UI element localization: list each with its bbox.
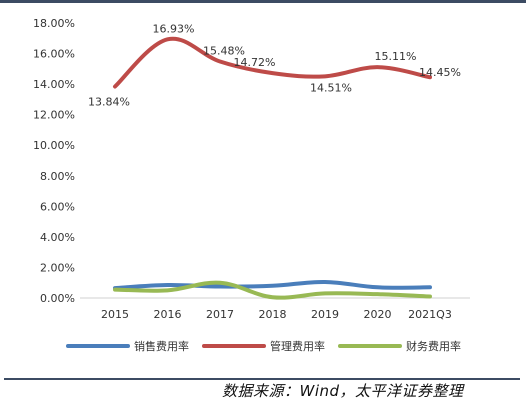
data-label: 14.72%	[234, 56, 276, 69]
y-tick-label: 10.00%	[33, 139, 75, 152]
top-rule	[0, 0, 526, 3]
line-chart: 0.00% 2.00% 4.00% 6.00% 8.00% 10.00% 12.00% 14.…	[33, 17, 470, 353]
legend: 销售费用率 管理费用率 财务费用率	[66, 339, 461, 353]
y-axis: 0.00% 2.00% 4.00% 6.00% 8.00% 10.00% 12.00% 14.…	[33, 17, 75, 305]
y-tick-label: 14.00%	[33, 78, 75, 91]
source-note: 数据来源：Wind，太平洋证券整理	[222, 382, 464, 400]
y-tick-label: 8.00%	[40, 170, 75, 183]
y-tick-label: 6.00%	[40, 200, 75, 213]
data-label: 14.51%	[310, 81, 352, 94]
bottom-rule	[4, 378, 520, 380]
y-tick-label: 12.00%	[33, 109, 75, 122]
series-line-1	[113, 36, 432, 89]
x-tick-label: 2015	[101, 308, 129, 321]
series-line-0	[113, 279, 432, 291]
x-tick-label: 2019	[311, 308, 339, 321]
x-axis: 2015 2016 2017 2018 2019 2020 2021Q3	[101, 308, 452, 321]
x-tick-label: 2021Q3	[408, 308, 452, 321]
data-label: 13.84%	[88, 96, 130, 109]
x-tick-label: 2017	[206, 308, 234, 321]
legend-label: 财务费用率	[406, 339, 461, 353]
y-tick-label: 4.00%	[40, 231, 75, 244]
y-tick-label: 2.00%	[40, 261, 75, 274]
legend-label: 销售费用率	[134, 339, 189, 353]
x-tick-label: 2018	[259, 308, 287, 321]
data-label: 15.48%	[203, 45, 245, 58]
x-tick-label: 2016	[154, 308, 182, 321]
y-tick-label: 18.00%	[33, 17, 75, 30]
data-label: 15.11%	[375, 50, 417, 63]
legend-label: 管理费用率	[270, 339, 325, 353]
data-label: 16.93%	[153, 22, 195, 35]
y-tick-label: 0.00%	[40, 292, 75, 305]
series-line-2	[113, 280, 432, 300]
y-tick-label: 16.00%	[33, 48, 75, 61]
series-group	[113, 36, 432, 300]
data-labels: 13.84% 16.93% 15.48%14.72% 14.51% 15.11%14.4…	[88, 22, 461, 108]
x-tick-label: 2020	[364, 308, 392, 321]
data-label: 14.45%	[419, 66, 461, 79]
